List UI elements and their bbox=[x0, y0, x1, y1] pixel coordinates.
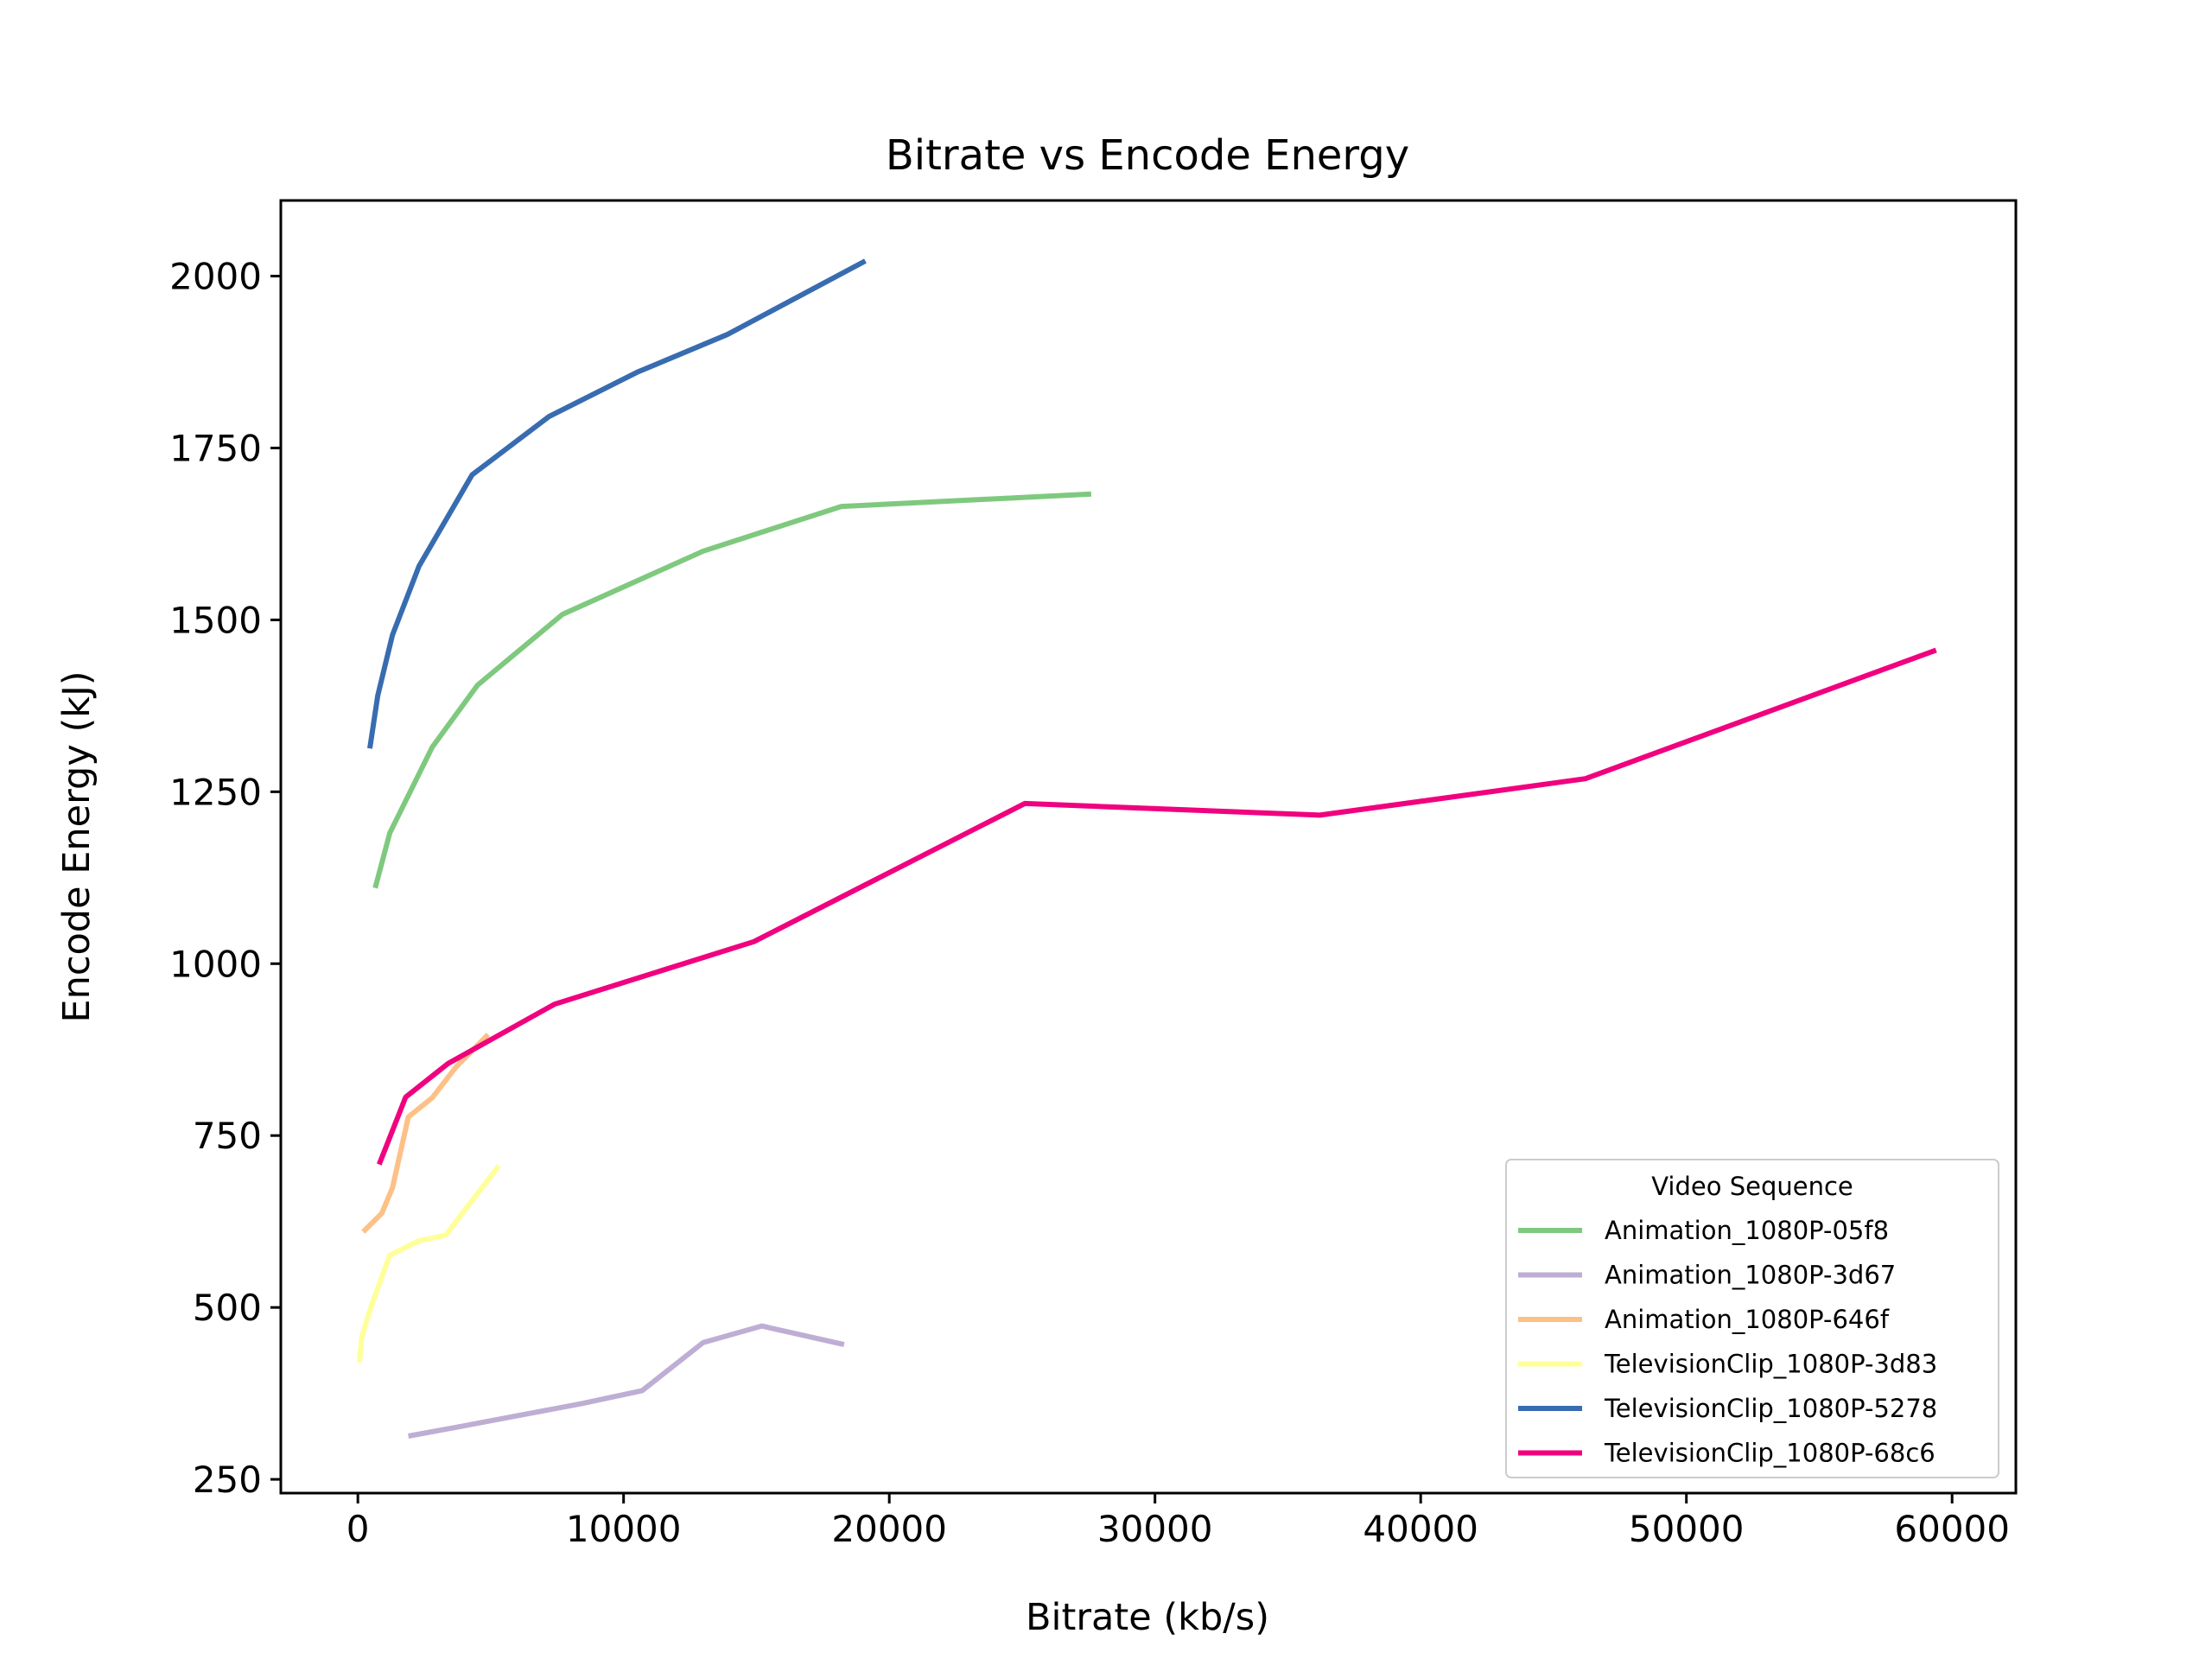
series-line-3 bbox=[361, 1033, 491, 1234]
y-axis-label: Encode Energy (kJ) bbox=[55, 671, 99, 1022]
y-tick-label: 2000 bbox=[169, 256, 262, 298]
x-tick-label: 40000 bbox=[1363, 1508, 1478, 1550]
y-tick-label: 1000 bbox=[169, 943, 262, 985]
series-line-5 bbox=[367, 258, 867, 749]
y-tick-label: 1500 bbox=[169, 599, 262, 641]
x-axis-label: Bitrate (kb/s) bbox=[1026, 1596, 1269, 1639]
series-line-1 bbox=[372, 491, 1092, 889]
legend-label-3: Animation_1080P-646f bbox=[1605, 1305, 1890, 1334]
x-tick-label: 10000 bbox=[566, 1508, 682, 1550]
x-tick-label: 0 bbox=[346, 1508, 370, 1550]
y-tick-label: 1750 bbox=[169, 427, 262, 469]
series-line-6 bbox=[377, 647, 1937, 1166]
legend-label-5: TelevisionClip_1080P-5278 bbox=[1604, 1394, 1937, 1423]
legend-label-2: Animation_1080P-3d67 bbox=[1605, 1261, 1896, 1290]
plot-area bbox=[357, 258, 1937, 1439]
x-tick-label: 50000 bbox=[1629, 1508, 1745, 1550]
legend-label-6: TelevisionClip_1080P-68c6 bbox=[1604, 1439, 1936, 1468]
x-axis-ticks: 0 10000 20000 30000 40000 50000 60000 bbox=[346, 1493, 2010, 1550]
x-tick-label: 60000 bbox=[1894, 1508, 2010, 1550]
y-tick-label: 750 bbox=[193, 1115, 262, 1157]
y-tick-label: 500 bbox=[193, 1287, 262, 1329]
series-line-2 bbox=[408, 1323, 845, 1439]
plot-frame bbox=[279, 199, 2018, 1495]
series-line-4 bbox=[357, 1164, 501, 1363]
y-tick-label: 250 bbox=[193, 1459, 262, 1501]
chart-title: Bitrate vs Encode Energy bbox=[886, 131, 1409, 180]
x-tick-label: 20000 bbox=[831, 1508, 947, 1550]
legend-box bbox=[1505, 1159, 1999, 1478]
legend: Video Sequence Animation_1080P-05f8 Anima… bbox=[1505, 1159, 1999, 1478]
y-axis-ticks: 250 500 750 1000 1250 1500 1750 2000 bbox=[169, 256, 281, 1501]
x-tick-label: 30000 bbox=[1097, 1508, 1213, 1550]
legend-title: Video Sequence bbox=[1651, 1172, 1853, 1201]
legend-label-1: Animation_1080P-05f8 bbox=[1605, 1216, 1889, 1245]
legend-label-4: TelevisionClip_1080P-3d83 bbox=[1604, 1350, 1937, 1379]
y-tick-label: 1250 bbox=[169, 771, 262, 813]
